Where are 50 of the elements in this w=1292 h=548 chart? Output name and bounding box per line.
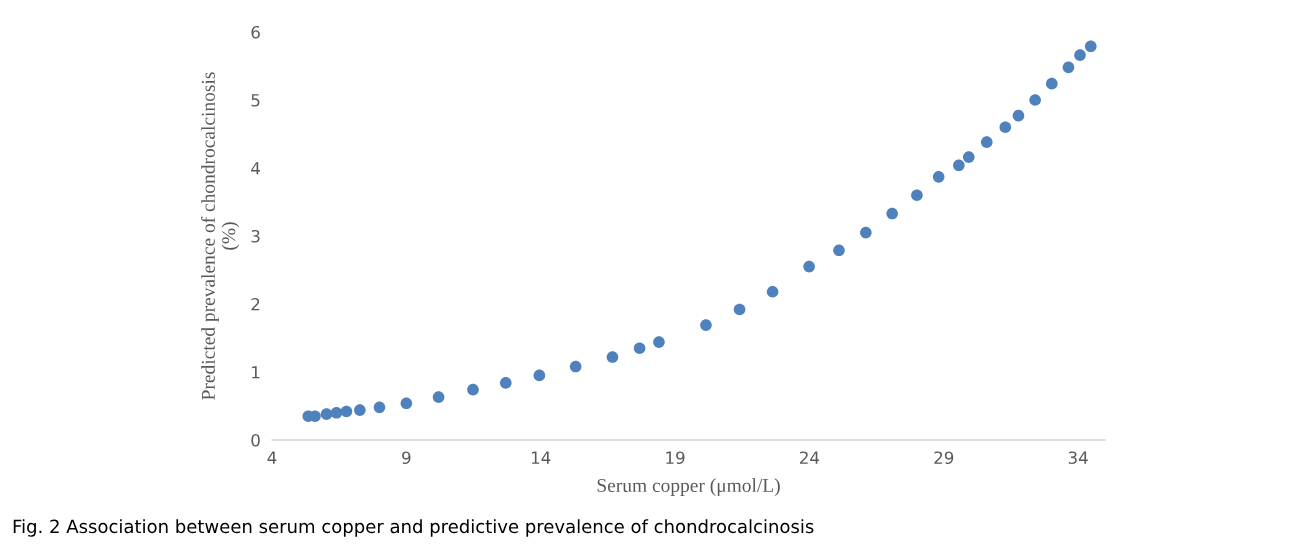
point (953, 159, 965, 172)
point (373, 401, 386, 414)
point (467, 383, 479, 396)
point (340, 405, 353, 418)
point (1045, 77, 1058, 90)
point (962, 151, 975, 163)
x-tick-label: 29 (934, 451, 954, 465)
point (1084, 40, 1097, 53)
point (606, 351, 619, 363)
x-tick-label: 19 (666, 451, 685, 465)
point (700, 319, 712, 331)
point (400, 397, 413, 410)
point (1012, 109, 1025, 122)
point (569, 360, 582, 373)
y-tick-label: 6 (251, 25, 260, 39)
point (533, 369, 546, 382)
point (803, 260, 815, 273)
point (1029, 94, 1041, 106)
point (733, 303, 746, 316)
point (911, 189, 923, 202)
y-tick-label: 2 (251, 297, 260, 311)
point (432, 391, 445, 403)
x-tick-label: 24 (800, 451, 820, 464)
y-tick-label: 1 (252, 366, 260, 379)
x-tick-label: 34 (1068, 451, 1088, 465)
point (499, 377, 512, 389)
x-axis-title: Serum copper (μmol/L) (597, 478, 780, 496)
y-tick-label: 0 (251, 433, 260, 447)
x-tick-label: 9 (402, 451, 411, 465)
y-tick-label: 3 (251, 229, 260, 243)
point (354, 404, 366, 416)
point (1062, 61, 1075, 74)
point (833, 244, 845, 257)
point (766, 285, 779, 298)
caption: Fig. 2 Association between serum copper and predictive prevalence of chondrocalcinosis (13, 519, 814, 537)
point (980, 136, 993, 148)
x-tick-label: 4 (267, 451, 277, 464)
y-tick-label: 5 (251, 94, 260, 107)
point (1074, 49, 1086, 61)
point (633, 342, 646, 355)
point (320, 408, 333, 420)
point (932, 171, 945, 183)
x-tick-label: 14 (531, 451, 551, 464)
point (330, 406, 343, 419)
y-tick-label: 4 (251, 162, 260, 175)
point (653, 336, 665, 348)
point (999, 121, 1012, 134)
point (886, 207, 898, 220)
y-axis-title: Predicted prevalence of chondrocalcinosis (%) (201, 72, 240, 400)
point (860, 226, 872, 239)
